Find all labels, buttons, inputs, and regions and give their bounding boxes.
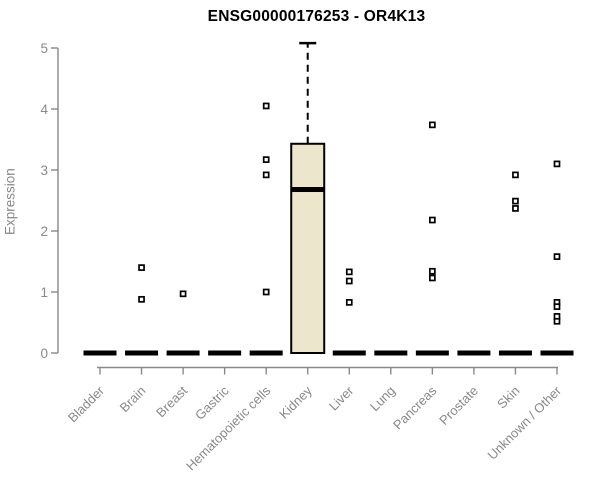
outlier-point — [262, 171, 270, 179]
chart-title: ENSG00000176253 - OR4K13 — [207, 8, 426, 25]
outlier-point — [138, 295, 145, 303]
y-tick-label: 1 — [40, 285, 48, 300]
x-tick-label: Bladder — [65, 383, 108, 426]
x-tick-label: Kidney — [276, 383, 315, 422]
x-tick-label: Gastric — [192, 383, 232, 423]
x-tick-label: Pancreas — [390, 383, 440, 433]
zero-box — [166, 350, 200, 356]
box — [290, 142, 326, 354]
y-tick-label: 0 — [40, 346, 48, 361]
zero-box — [457, 350, 491, 356]
outlier-point — [512, 197, 519, 205]
y-tick-label: 4 — [40, 102, 48, 117]
x-tick-label: Skin — [494, 383, 522, 411]
outlier-point — [429, 274, 436, 282]
outlier-point — [512, 171, 519, 179]
zero-box — [249, 350, 283, 356]
y-tick-label: 5 — [40, 41, 48, 56]
outlier-point — [553, 317, 561, 325]
zero-box — [83, 350, 117, 356]
zero-box — [415, 350, 449, 356]
outlier-point — [345, 268, 353, 276]
outlier-point — [262, 288, 270, 296]
outlier-point — [429, 216, 436, 224]
outlier-point — [138, 264, 145, 271]
y-tick-label: 2 — [40, 224, 48, 239]
outlier-point — [179, 290, 187, 298]
outlier-point — [553, 253, 561, 260]
x-tick-label: Brain — [117, 383, 149, 415]
zero-box — [208, 350, 242, 356]
zero-box — [498, 350, 532, 356]
outlier-point — [429, 267, 436, 275]
x-tick-label: Prostate — [436, 383, 481, 428]
outlier-point — [553, 303, 561, 310]
x-tick-label: Breast — [153, 383, 190, 420]
outlier-point — [345, 277, 353, 285]
x-tick-label: Liver — [326, 383, 357, 414]
outlier-point — [262, 102, 270, 110]
outlier-point — [262, 156, 270, 163]
outlier-point — [429, 121, 436, 129]
median-line — [291, 187, 325, 193]
y-tick-label: 3 — [40, 163, 48, 178]
x-tick-label: Unknown / Other — [485, 383, 565, 463]
outlier-point — [553, 160, 561, 168]
zero-box — [332, 350, 366, 356]
y-axis-title: Expression — [2, 168, 18, 235]
zero-box — [374, 350, 408, 356]
zero-box — [125, 350, 159, 356]
zero-box — [540, 350, 574, 356]
outlier-point — [345, 299, 353, 306]
x-tick-label: Lung — [367, 383, 398, 414]
outlier-point — [512, 205, 519, 212]
